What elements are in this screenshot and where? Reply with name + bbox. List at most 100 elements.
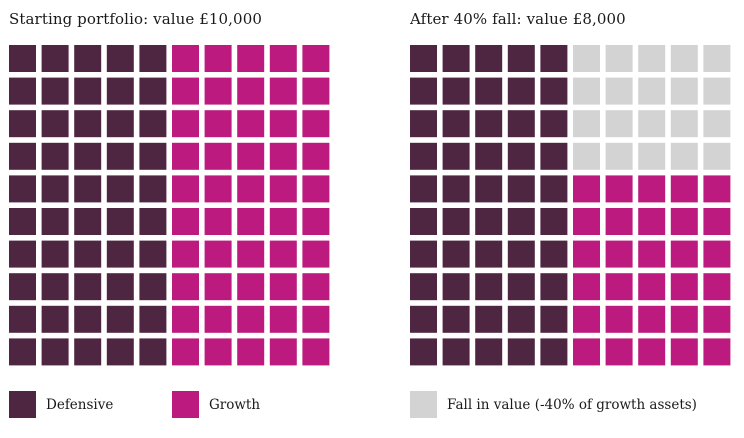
waffle-cell-defensive (442, 240, 470, 268)
waffle-cell-growth (237, 273, 265, 301)
waffle-cell-growth (237, 338, 265, 366)
waffle-cell-growth (638, 273, 666, 301)
waffle-cell-growth (237, 208, 265, 235)
waffle-cell-growth (269, 273, 297, 301)
waffle-cell-growth (237, 110, 265, 138)
waffle-cell-growth (204, 45, 232, 72)
waffle-cell-defensive (540, 240, 568, 268)
waffle-cell-defensive (139, 240, 167, 268)
legend-label-defensive: Defensive (46, 396, 114, 413)
waffle-cell-defensive (442, 338, 470, 366)
waffle-cell-fall (703, 142, 731, 170)
waffle-cell-growth (172, 338, 199, 366)
waffle-cell-growth (573, 208, 600, 235)
waffle-cell-defensive (106, 77, 134, 105)
waffle-cell-defensive (139, 142, 167, 170)
waffle-cell-defensive (139, 338, 167, 366)
waffle-cell-growth (269, 240, 297, 268)
waffle-cell-defensive (475, 175, 503, 203)
waffle-cell-growth (302, 208, 330, 235)
waffle-cell-defensive (9, 142, 36, 170)
waffle-cell-defensive (540, 77, 568, 105)
waffle-cell-defensive (475, 305, 503, 333)
waffle-cell-growth (638, 240, 666, 268)
waffle-cell-growth (703, 175, 731, 203)
waffle-cell-defensive (41, 110, 69, 138)
waffle-cell-growth (204, 142, 232, 170)
waffle-cell-fall (638, 77, 666, 105)
waffle-cell-growth (605, 208, 633, 235)
waffle-cell-fall (638, 45, 666, 72)
waffle-cell-defensive (9, 77, 36, 105)
waffle-cell-defensive (106, 305, 134, 333)
waffle-cell-growth (302, 273, 330, 301)
waffle-cell-defensive (41, 273, 69, 301)
waffle-cell-defensive (74, 305, 102, 333)
waffle-cell-growth (302, 77, 330, 105)
waffle-cell-fall (605, 45, 633, 72)
waffle-cell-fall (670, 45, 698, 72)
waffle-cell-defensive (442, 110, 470, 138)
waffle-cell-defensive (410, 77, 437, 105)
waffle-cell-defensive (74, 77, 102, 105)
waffle-cell-defensive (410, 45, 437, 72)
waffle-cell-growth (172, 175, 199, 203)
waffle-cell-growth (638, 208, 666, 235)
waffle-cell-defensive (41, 45, 69, 72)
waffle-cell-growth (269, 110, 297, 138)
waffle-cell-growth (638, 175, 666, 203)
waffle-cell-fall (703, 110, 731, 138)
waffle-cell-defensive (540, 208, 568, 235)
legend-item-growth: Growth (172, 391, 260, 418)
waffle-cell-defensive (475, 142, 503, 170)
waffle-cell-growth (269, 175, 297, 203)
waffle-cell-defensive (74, 110, 102, 138)
waffle-cell-fall (670, 77, 698, 105)
waffle-cell-defensive (410, 175, 437, 203)
waffle-cell-defensive (442, 273, 470, 301)
waffle-cell-fall (638, 142, 666, 170)
waffle-cell-growth (302, 110, 330, 138)
waffle-cell-defensive (410, 273, 437, 301)
waffle-cell-growth (237, 45, 265, 72)
waffle-cell-growth (237, 142, 265, 170)
waffle-cell-defensive (9, 305, 36, 333)
waffle-cell-growth (204, 338, 232, 366)
waffle-cell-defensive (507, 338, 535, 366)
waffle-cell-growth (172, 240, 199, 268)
right-panel-title: After 40% fall: value £8,000 (410, 10, 626, 28)
waffle-cell-fall (573, 77, 600, 105)
waffle-cell-growth (204, 77, 232, 105)
waffle-cell-defensive (139, 45, 167, 72)
waffle-cell-growth (638, 338, 666, 366)
legend-label-growth: Growth (209, 396, 261, 413)
waffle-cell-defensive (41, 175, 69, 203)
waffle-cell-growth (573, 338, 600, 366)
waffle-cell-defensive (507, 110, 535, 138)
waffle-cell-defensive (475, 110, 503, 138)
waffle-cell-defensive (106, 110, 134, 138)
waffle-cell-defensive (9, 338, 36, 366)
waffle-cell-growth (670, 305, 698, 333)
waffle-cell-fall (573, 142, 600, 170)
waffle-cell-fall (573, 110, 600, 138)
waffle-cell-growth (302, 338, 330, 366)
waffle-cell-growth (237, 240, 265, 268)
waffle-cell-defensive (41, 142, 69, 170)
waffle-cell-growth (269, 208, 297, 235)
waffle-cell-growth (237, 175, 265, 203)
waffle-cell-defensive (410, 338, 437, 366)
waffle-cell-fall (703, 45, 731, 72)
waffle-cell-growth (605, 175, 633, 203)
waffle-cell-defensive (507, 45, 535, 72)
waffle-cell-defensive (507, 240, 535, 268)
waffle-cell-defensive (74, 142, 102, 170)
waffle-cell-defensive (540, 175, 568, 203)
waffle-cell-growth (573, 305, 600, 333)
left-panel-title: Starting portfolio: value £10,000 (9, 10, 262, 28)
waffle-cell-defensive (410, 208, 437, 235)
waffle-cell-defensive (41, 305, 69, 333)
waffle-cell-defensive (74, 338, 102, 366)
legend-item-fall: Fall in value (-40% of growth assets) (410, 391, 697, 418)
waffle-cell-defensive (9, 175, 36, 203)
